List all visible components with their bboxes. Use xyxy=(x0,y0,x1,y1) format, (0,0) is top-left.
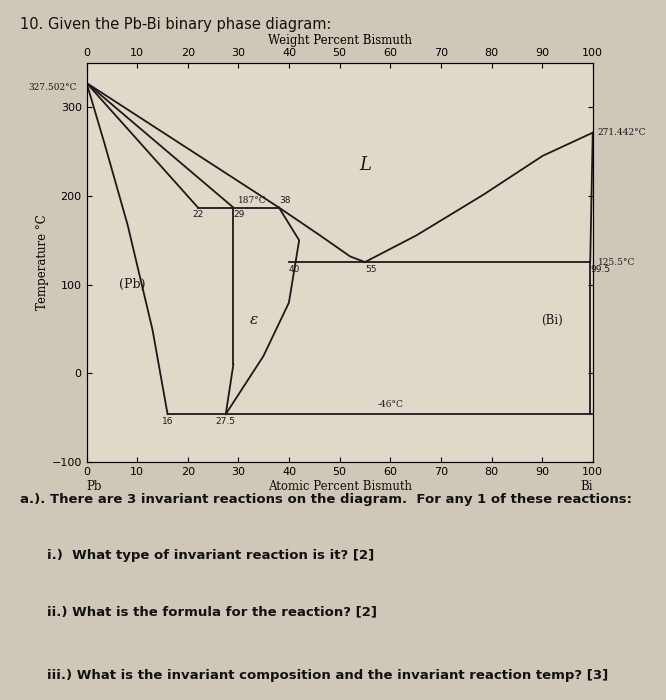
Text: Atomic Percent Bismuth: Atomic Percent Bismuth xyxy=(268,480,412,493)
X-axis label: Weight Percent Bismuth: Weight Percent Bismuth xyxy=(268,34,412,47)
Text: ε: ε xyxy=(250,313,258,327)
Text: iii.) What is the invariant composition and the invariant reaction temp? [3]: iii.) What is the invariant composition … xyxy=(47,668,608,682)
Text: 99.5: 99.5 xyxy=(590,265,610,274)
Y-axis label: Temperature °C: Temperature °C xyxy=(35,215,49,310)
Text: a.). There are 3 invariant reactions on the diagram.  For any 1 of these reactio: a.). There are 3 invariant reactions on … xyxy=(20,494,632,507)
Text: 187°C: 187°C xyxy=(238,196,267,205)
Text: 27.5: 27.5 xyxy=(216,416,236,426)
Text: (Bi): (Bi) xyxy=(541,314,563,327)
Text: 22: 22 xyxy=(192,210,204,219)
Text: ii.) What is the formula for the reaction? [2]: ii.) What is the formula for the reactio… xyxy=(47,606,376,619)
Text: (Pb): (Pb) xyxy=(119,278,145,291)
Text: 16: 16 xyxy=(162,416,173,426)
Text: i.)  What type of invariant reaction is it? [2]: i.) What type of invariant reaction is i… xyxy=(47,550,374,563)
Text: 125.5°C: 125.5°C xyxy=(598,258,635,267)
Text: 38: 38 xyxy=(279,196,290,205)
Text: 55: 55 xyxy=(365,265,376,274)
Text: Pb: Pb xyxy=(87,480,102,493)
Text: 29: 29 xyxy=(233,210,244,219)
Text: 271.442°C: 271.442°C xyxy=(598,128,646,137)
Text: 40: 40 xyxy=(289,265,300,274)
Text: Bi: Bi xyxy=(580,480,593,493)
Text: L: L xyxy=(359,156,371,174)
Text: 327.502°C: 327.502°C xyxy=(28,83,77,92)
Text: 10. Given the Pb-Bi binary phase diagram:: 10. Given the Pb-Bi binary phase diagram… xyxy=(20,18,332,32)
Text: -46°C: -46°C xyxy=(378,400,403,409)
